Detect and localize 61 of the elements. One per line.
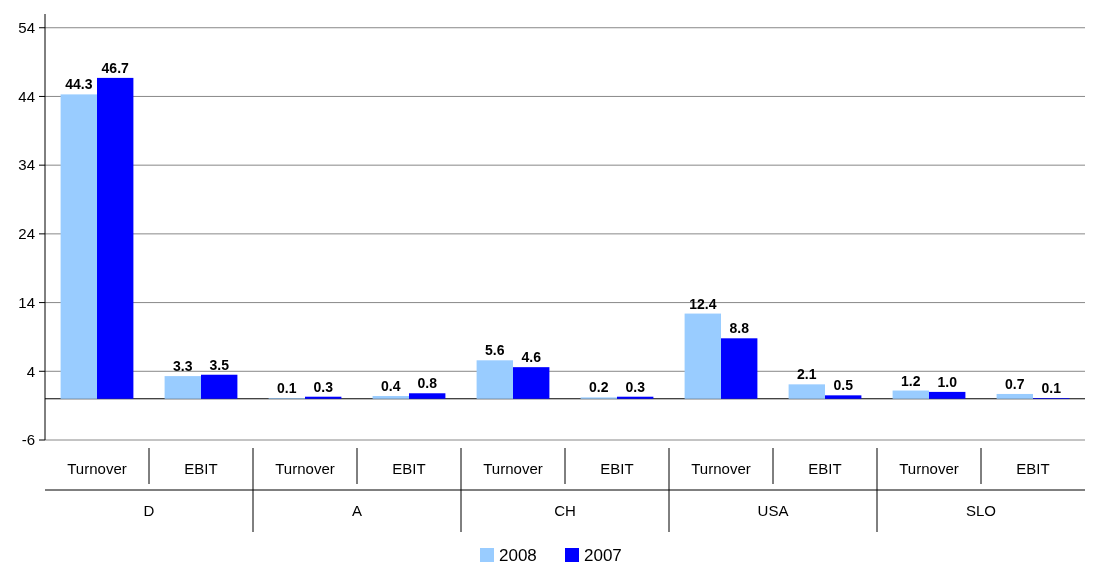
bar: [929, 391, 966, 399]
y-tick-label: 44: [18, 87, 35, 105]
text: CH: [554, 502, 576, 520]
bar: [996, 393, 1033, 399]
data-label: 0.2: [589, 379, 609, 396]
legend-label: 2008: [499, 545, 537, 565]
text: A: [351, 502, 363, 520]
data-label: 46.7: [101, 59, 130, 76]
bar: [97, 77, 134, 399]
y-tick-label: -6: [21, 431, 35, 449]
x-tick-label: Turnover: [691, 460, 751, 478]
data-label: 0.1: [277, 380, 297, 397]
bar: [372, 396, 409, 399]
bar: [164, 376, 201, 399]
bar: [409, 393, 446, 399]
bar: [825, 395, 862, 399]
y-tick-label: 4: [26, 362, 35, 380]
y-tick-label: 54: [18, 18, 35, 36]
x-tick-label: EBIT: [392, 460, 426, 478]
bar: [892, 390, 929, 399]
data-label: 1.2: [901, 372, 921, 389]
data-label: 4.6: [521, 349, 542, 366]
data-label: 0.4: [381, 378, 401, 395]
x-tick-label: Turnover: [67, 460, 127, 478]
x-tick-label: EBIT: [1016, 460, 1050, 478]
bar: [305, 396, 342, 399]
data-label: 3.5: [209, 356, 230, 373]
bar: [617, 396, 654, 399]
x-tick-label: EBIT: [600, 460, 634, 478]
data-label: 0.3: [313, 378, 334, 395]
x-tick-label: Turnover: [483, 460, 543, 478]
bar: [60, 94, 97, 399]
data-label: 3.3: [173, 358, 193, 375]
x-tick-label: EBIT: [184, 460, 218, 478]
y-tick-label: 14: [18, 293, 35, 311]
bar: [513, 367, 550, 399]
data-label: 0.7: [1005, 375, 1025, 392]
data-label: 2.1: [797, 366, 817, 383]
data-label: 1.0: [937, 373, 958, 390]
x-tick-label: Turnover: [275, 460, 335, 478]
data-label: 8.8: [729, 320, 750, 337]
x-tick-label: Turnover: [899, 460, 959, 478]
data-label: 0.5: [833, 377, 854, 394]
data-label: 44.3: [65, 76, 93, 93]
text: USA: [757, 502, 789, 520]
bar: [476, 360, 513, 399]
y-tick-label: 34: [18, 156, 35, 174]
bar: [721, 338, 758, 399]
text: D: [143, 502, 155, 520]
legend-label: 2007: [584, 545, 622, 565]
x-tick-label: EBIT: [808, 460, 842, 478]
data-label: 5.6: [485, 342, 505, 359]
text: SLO: [965, 502, 997, 520]
bar: [684, 313, 721, 399]
bar: [788, 384, 825, 399]
data-label: 0.1: [1041, 380, 1062, 397]
y-tick-label: 24: [18, 225, 35, 243]
data-label: 0.3: [625, 378, 646, 395]
bar: [201, 374, 238, 399]
data-label: 12.4: [689, 295, 717, 312]
data-label: 0.8: [417, 375, 438, 392]
